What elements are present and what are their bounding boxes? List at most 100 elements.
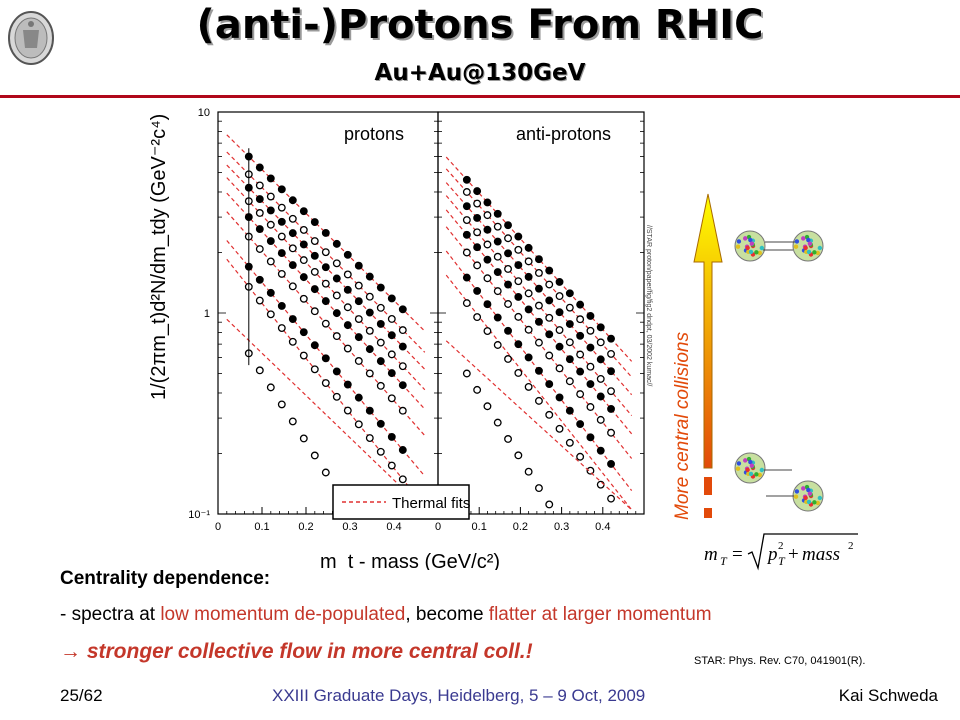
nucleon-dot <box>757 472 762 478</box>
data-point-antiprotons-4-10 <box>565 355 574 364</box>
data-point-protons-6-4 <box>288 315 297 324</box>
data-point-protons-1-4 <box>288 214 297 223</box>
svg-text:=: = <box>732 544 743 565</box>
data-point-antiprotons-6-11 <box>576 420 585 428</box>
data-point-antiprotons-8-3 <box>493 418 502 427</box>
data-point-protons-5-7 <box>321 319 330 328</box>
data-point-protons-8-7 <box>321 468 330 477</box>
data-point-antiprotons-3-7 <box>534 301 543 310</box>
data-point-protons-2-4 <box>288 229 297 238</box>
centrality-arrow-icon <box>693 193 723 469</box>
data-point-antiprotons-8-4 <box>504 435 512 443</box>
data-point-protons-3-5 <box>299 256 308 265</box>
svg-text:2: 2 <box>848 540 854 552</box>
nucleon-dot <box>806 237 811 243</box>
data-point-protons-2-11 <box>365 308 374 317</box>
x-tick-label: 0.3 <box>554 521 569 533</box>
data-point-protons-0-3 <box>277 185 286 194</box>
data-point-protons-8-6 <box>310 451 319 460</box>
data-point-antiprotons-5-10 <box>565 377 574 386</box>
svg-text:p: p <box>766 544 778 565</box>
data-point-protons-8-1 <box>255 366 264 375</box>
data-point-protons-1-1 <box>255 181 264 190</box>
arrow-tail-dash-1 <box>704 477 712 495</box>
data-point-protons-4-14 <box>398 381 407 390</box>
data-point-protons-0-5 <box>299 207 308 216</box>
data-point-antiprotons-8-6 <box>524 467 533 476</box>
data-point-antiprotons-2-9 <box>555 308 564 317</box>
data-point-protons-6-2 <box>266 288 275 297</box>
data-point-antiprotons-6-8 <box>545 380 554 389</box>
data-point-protons-1-7 <box>321 248 330 257</box>
data-point-protons-4-3 <box>277 249 286 258</box>
data-point-antiprotons-5-2 <box>483 274 492 283</box>
legend-box <box>332 484 470 520</box>
data-point-antiprotons-7-12 <box>586 466 595 475</box>
data-point-protons-0-4 <box>288 196 297 205</box>
data-point-protons-1-8 <box>332 259 341 268</box>
data-point-antiprotons-2-7 <box>534 284 543 293</box>
data-point-antiprotons-4-1 <box>473 243 482 252</box>
data-point-antiprotons-2-3 <box>493 237 502 246</box>
data-point-antiprotons-0-11 <box>576 300 585 309</box>
data-point-protons-3-8 <box>332 291 341 300</box>
data-point-protons-5-13 <box>387 394 396 403</box>
data-point-antiprotons-0-2 <box>483 198 492 207</box>
nucleon-dot <box>801 486 806 491</box>
data-point-antiprotons-1-2 <box>483 211 492 220</box>
data-point-protons-3-6 <box>310 267 319 276</box>
nucleon-dot <box>749 463 755 468</box>
nucleon-dot <box>735 244 741 249</box>
data-point-protons-4-7 <box>321 297 330 306</box>
data-point-antiprotons-4-13 <box>596 392 605 401</box>
data-point-protons-6-12 <box>376 419 385 428</box>
data-point-protons-2-8 <box>332 274 341 283</box>
nucleon-dot <box>807 241 813 246</box>
data-point-antiprotons-4-8 <box>545 330 554 339</box>
data-point-protons-1-13 <box>387 315 396 323</box>
y-tick-label: 10 <box>198 107 210 119</box>
nucleon-dot <box>817 495 823 501</box>
fit-line-protons-8 <box>226 318 426 511</box>
data-point-protons-6-6 <box>310 341 319 350</box>
nucleon-dot <box>806 499 812 505</box>
arrow-tail-dash-2 <box>704 508 712 518</box>
data-point-protons-2-3 <box>277 217 286 226</box>
data-point-antiprotons-0-13 <box>596 323 605 332</box>
data-point-antiprotons-5-1 <box>473 261 482 270</box>
data-point-antiprotons-3-12 <box>586 362 595 371</box>
page-number: 25/62 <box>60 686 103 705</box>
data-point-antiprotons-0-14 <box>607 334 615 343</box>
data-point-antiprotons-6-7 <box>534 366 543 375</box>
nucleon-dot <box>794 239 800 244</box>
data-point-protons-2-10 <box>354 297 363 306</box>
data-point-antiprotons-0-7 <box>534 255 543 264</box>
data-point-antiprotons-7-11 <box>576 452 585 461</box>
title-rule <box>0 95 960 98</box>
data-point-antiprotons-7-6 <box>524 382 533 391</box>
x-tick-label: 0.4 <box>386 521 401 533</box>
data-point-protons-7-14 <box>398 475 407 484</box>
data-point-antiprotons-7-1 <box>473 313 482 322</box>
nucleon-dot <box>803 245 808 251</box>
data-point-protons-5-6 <box>310 307 319 316</box>
data-point-protons-5-11 <box>365 369 374 378</box>
data-point-protons-3-14 <box>398 362 407 371</box>
nucleon-dot <box>806 487 811 493</box>
data-point-protons-5-14 <box>398 406 407 415</box>
data-point-protons-6-8 <box>332 367 341 376</box>
x-axis-label: m_t - mass (GeV/c²) <box>320 551 500 570</box>
data-point-protons-8-4 <box>288 417 297 426</box>
data-point-antiprotons-6-6 <box>524 353 533 362</box>
data-point-antiprotons-3-11 <box>576 350 585 359</box>
x-tick-label: 0.4 <box>595 521 610 533</box>
nucleon-dot <box>806 249 812 255</box>
data-point-protons-5-12 <box>376 381 385 390</box>
data-point-protons-1-3 <box>277 203 286 212</box>
x-tick-label: 0.2 <box>298 521 313 533</box>
nucleon-dot <box>815 250 820 256</box>
data-point-antiprotons-7-13 <box>596 480 605 489</box>
data-point-protons-6-3 <box>277 302 286 310</box>
data-point-protons-1-2 <box>266 192 275 201</box>
data-point-protons-0-7 <box>321 229 330 237</box>
